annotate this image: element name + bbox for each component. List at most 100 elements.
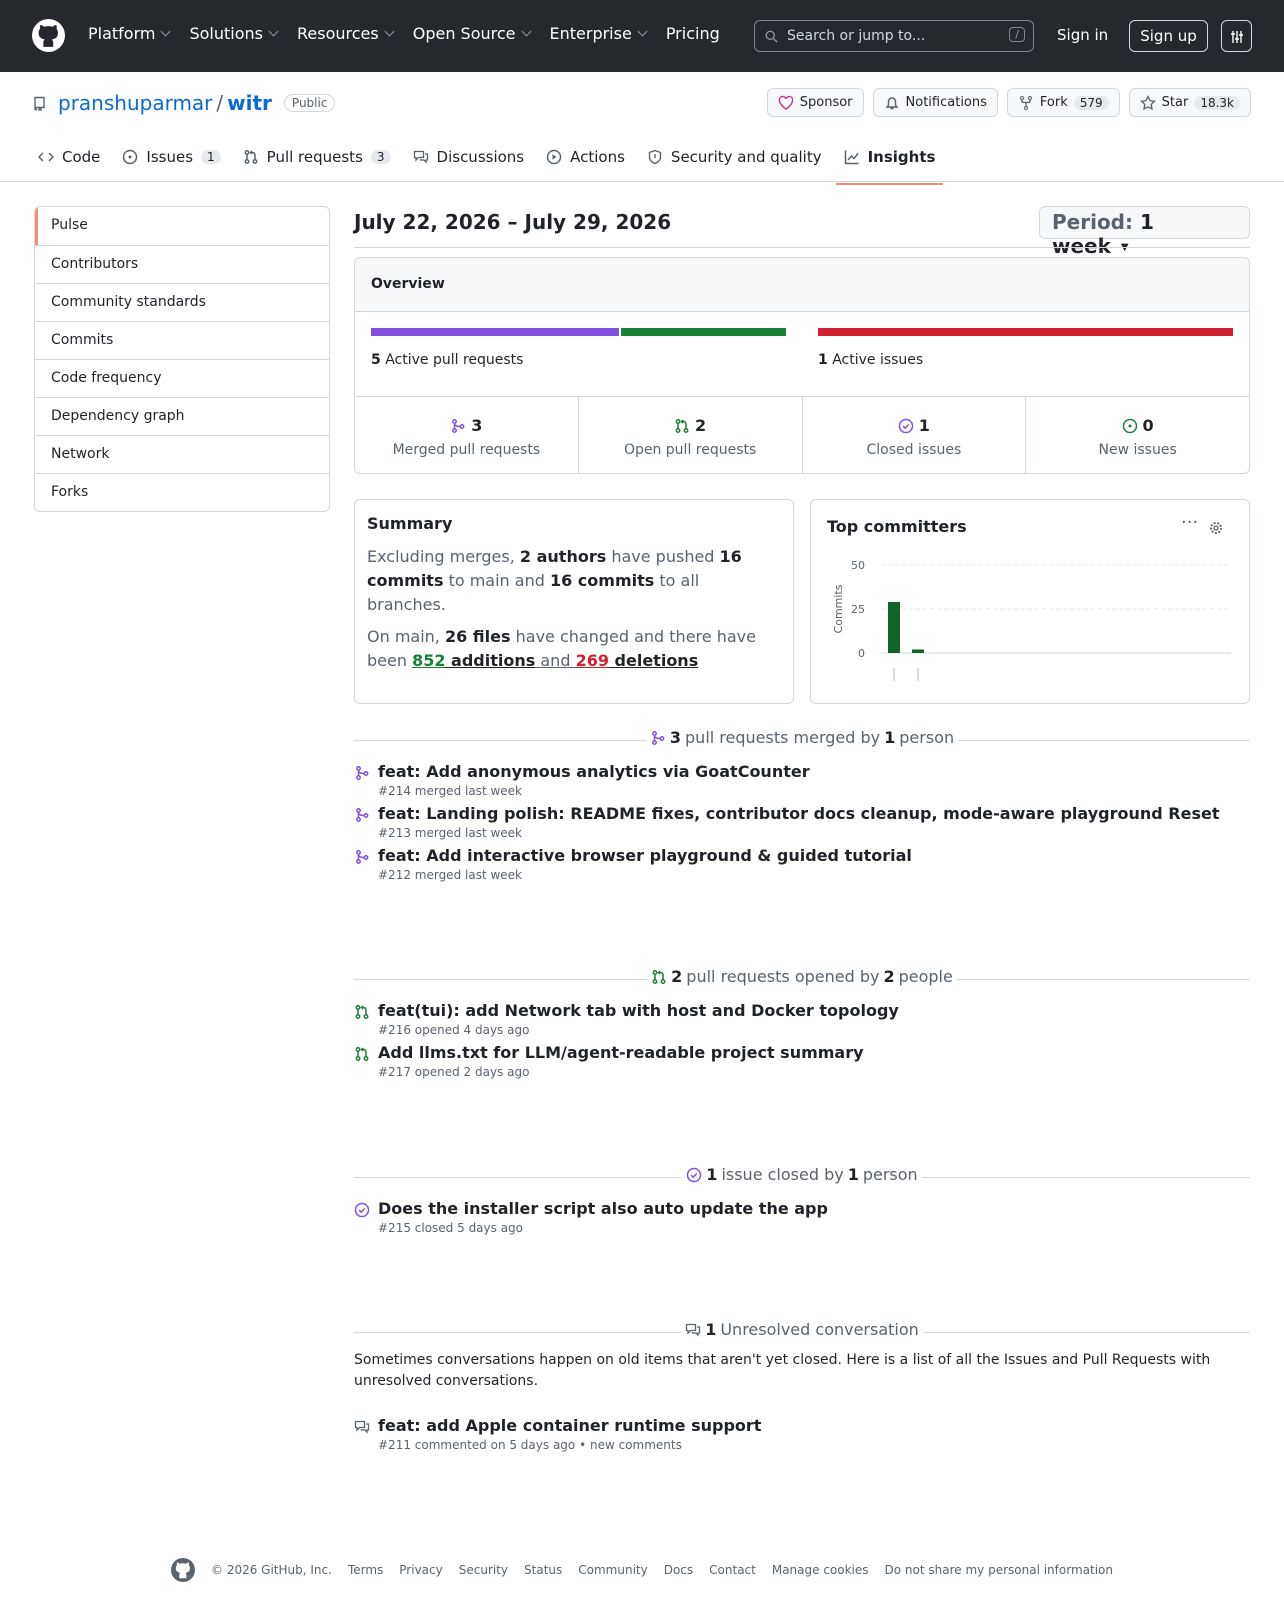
overview-stat[interactable]: 3 Merged pull requests [355,397,578,474]
footer-link[interactable]: Terms [347,1563,384,1577]
repo-tab[interactable]: Security and quality [647,144,822,170]
icon-part [363,813,369,818]
footer-link[interactable]: Docs [663,1563,694,1577]
period-selector[interactable]: Period: 1 week▼ [1039,206,1250,258]
icon-part [651,739,657,745]
summary-paragraph: On main, 26 files have changed and there… [367,625,781,673]
sidebar-item[interactable]: Dependency graph [35,397,329,435]
icon-part [356,766,361,771]
sidebar-item[interactable]: Network [35,435,329,473]
activity-section: 1 issue closed by 1 person Does the insta… [354,1165,1250,1241]
item-title[interactable]: feat: add Apple container runtime suppor… [378,1416,762,1435]
text-run: 3 [669,728,682,747]
footer-link[interactable]: Community [578,1563,648,1577]
overview-stats: 3 Merged pull requests 2 Open pull requests… [355,396,1249,474]
activity-item: feat: Add interactive browser playground… [354,846,1250,888]
tab-label: Pull requests [266,148,363,166]
sidebar-item[interactable]: Forks [35,473,329,511]
item-title[interactable]: feat: Add anonymous analytics via GoatCo… [378,762,810,781]
settings-icon[interactable] [1208,520,1224,536]
footer-link[interactable]: Status [524,1563,563,1577]
icon-part [675,427,681,433]
sidebar-item[interactable]: Community standards [35,283,329,321]
icon-part [34,96,45,111]
repo-tab[interactable]: Actions [546,144,625,170]
footer-link[interactable]: Contact [709,1563,756,1577]
nav-item[interactable]: Pricing [665,24,720,43]
sidebar-item[interactable]: Code frequency [35,359,329,397]
activity-item: feat: Landing polish: README fixes, cont… [354,804,1250,846]
progress-segment [371,328,619,336]
graph-icon [844,149,860,165]
item-title[interactable]: Does the installer script also auto upda… [378,1199,828,1218]
search-box[interactable]: Search or jump to... / [754,20,1034,52]
icon [675,418,689,433]
repo-tab[interactable]: Discussions [413,144,524,170]
overview-stat[interactable]: 2 Open pull requests [577,397,802,474]
icon-part [354,1420,370,1434]
sponsor-button[interactable]: Sponsor [766,88,864,117]
icon-part [123,149,138,165]
fork-button[interactable]: Fork 579 [1006,88,1120,117]
bar [888,601,900,653]
repo-tab[interactable]: Code [38,144,100,170]
footer-link[interactable]: Privacy [399,1563,443,1577]
nav-item[interactable]: Platform [88,24,169,43]
y-tick-label: 0 [858,647,865,660]
icon [898,418,914,433]
icon-part [128,155,132,159]
star-label: Star [1161,95,1189,110]
item-title[interactable]: feat: Landing polish: README fixes, cont… [378,804,1220,823]
nav-item[interactable]: Resources [297,24,393,43]
footer-link[interactable]: Do not share my personal information [884,1563,1113,1577]
menu-button[interactable] [1221,20,1252,52]
sign-up-button[interactable]: Sign up [1129,20,1208,52]
sidebar-item[interactable]: Contributors [35,245,329,283]
star-button[interactable]: Star 18.3k [1128,88,1251,117]
text-run: deletions [608,651,699,670]
footer-logo[interactable] [171,1558,195,1582]
sidebar-item[interactable]: Pulse [35,207,329,245]
text-run: to all branches. [367,571,700,614]
icon [355,1005,369,1019]
comment-icon [685,1322,701,1338]
icon-part [357,854,365,860]
nav-item[interactable]: Solutions [189,24,277,43]
section-heading: 1 issue closed by 1 person [354,1165,1250,1189]
play-icon [546,149,562,165]
repo-owner[interactable]: pranshuparmar [58,91,213,115]
icon [354,1420,370,1434]
icon-part [244,150,250,155]
item-meta: #212 merged last week [378,868,522,882]
nav-item[interactable]: Enterprise [550,24,646,43]
overview-stat[interactable]: 0 New issues [1025,397,1249,474]
repo-tab[interactable]: Issues 1 [122,144,221,170]
item-title[interactable]: Add llms.txt for LLM/agent-readable proj… [378,1043,864,1062]
period-value: 1 week [1052,210,1154,258]
text-run: person [899,728,955,747]
icon-part [38,25,58,47]
icon-part [175,1562,190,1579]
sidebar-item[interactable]: Commits [35,321,329,359]
github-logo[interactable] [32,19,65,52]
footer-link[interactable]: Manage cookies [771,1563,869,1577]
icon-part [546,149,562,165]
footer-link[interactable]: Security [458,1563,509,1577]
repo-tab[interactable]: Insights [835,144,944,185]
item-title[interactable]: feat: Add interactive browser playground… [378,846,912,865]
more-button[interactable]: ··· [1181,512,1199,533]
notifications-label: Notifications [905,95,987,110]
sign-in-link[interactable]: Sign in [1057,26,1109,44]
main-nav: Platform Solutions Resources Open Source Ent… [88,24,720,43]
overview-stat[interactable]: 1 Closed issues [801,397,1026,474]
overview-panel: Overview 5 Active pull requests 1 Active… [354,257,1250,474]
notifications-button[interactable]: Notifications [872,88,998,117]
repo-tab[interactable]: Pull requests 3 [243,144,391,170]
nav-item[interactable]: Open Source [413,24,530,43]
text-run: have changed and there have been [367,627,756,670]
icon-part [659,735,665,741]
top-committers-title: Top committers [827,517,967,536]
repo-name[interactable]: witr [227,91,272,115]
item-title[interactable]: feat(tui): add Network tab with host and… [378,1001,899,1020]
text-run: 26 files [444,627,511,646]
